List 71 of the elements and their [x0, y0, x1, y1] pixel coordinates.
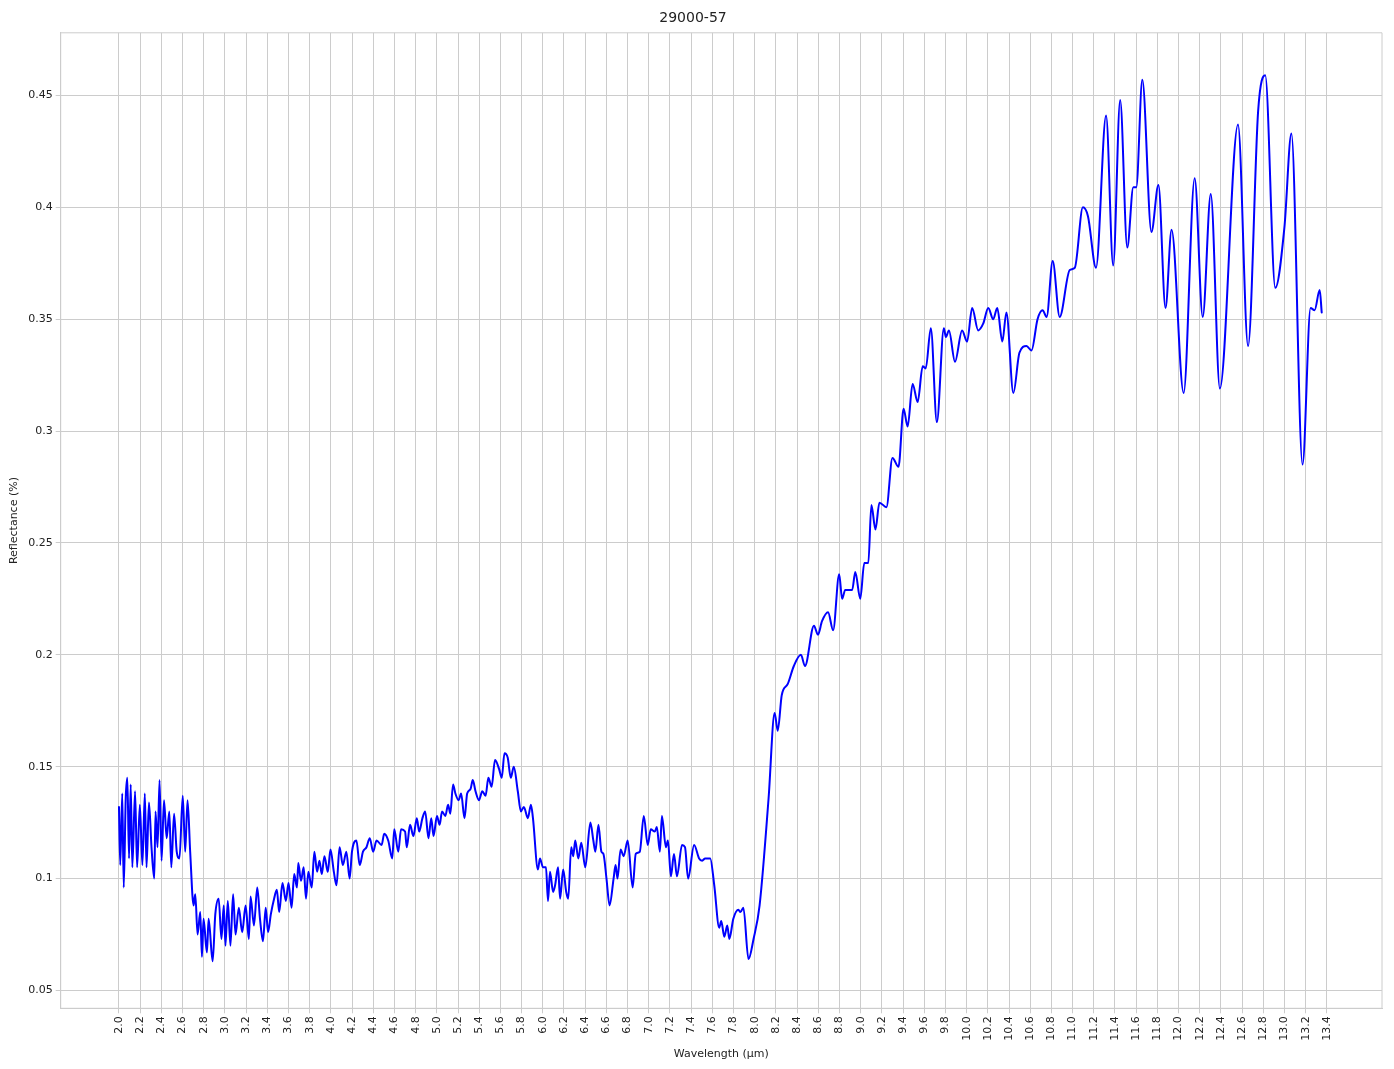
x-tick-label: 7.2 [662, 1016, 676, 1034]
x-tick-label: 6.6 [599, 1016, 613, 1034]
y-axis-title: Reflectance (%) [7, 477, 21, 565]
x-tick-label: 9.6 [917, 1016, 931, 1034]
x-tick-label: 11.2 [1086, 1016, 1100, 1041]
x-tick-label: 7.4 [684, 1016, 698, 1034]
x-tick-label: 2.2 [133, 1016, 147, 1034]
x-tick-label: 4.4 [366, 1016, 380, 1034]
x-tick-label: 11.8 [1150, 1016, 1164, 1041]
x-tick-label: 13.0 [1277, 1016, 1291, 1041]
x-tick-label: 6.8 [620, 1016, 634, 1034]
x-tick-label: 7.6 [705, 1016, 719, 1034]
y-tick-label: 0.3 [35, 423, 53, 437]
y-tick-label: 0.45 [28, 88, 53, 102]
x-tick-label: 11.4 [1107, 1016, 1121, 1041]
x-tick-label: 13.4 [1319, 1016, 1333, 1041]
x-tick-label: 4.0 [323, 1016, 337, 1034]
x-tick-label: 3.0 [217, 1016, 231, 1034]
y-tick-label: 0.15 [28, 759, 53, 773]
x-tick-label: 8.2 [768, 1016, 782, 1034]
x-tick-label: 10.2 [980, 1016, 994, 1041]
x-tick-label: 12.2 [1192, 1016, 1206, 1041]
x-tick-label: 2.8 [196, 1016, 210, 1034]
y-tick-label: 0.4 [35, 200, 53, 214]
x-tick-label: 5.8 [514, 1016, 528, 1034]
y-tick-label: 0.35 [28, 312, 53, 326]
x-tick-label: 11.0 [1065, 1016, 1079, 1041]
x-tick-label: 6.4 [578, 1016, 592, 1034]
x-tick-label: 12.4 [1213, 1016, 1227, 1041]
x-tick-label: 8.6 [811, 1016, 825, 1034]
x-tick-label: 12.0 [1171, 1016, 1185, 1041]
x-tick-label: 3.8 [302, 1016, 316, 1034]
x-tick-label: 7.8 [726, 1016, 740, 1034]
x-tick-label: 9.0 [853, 1016, 867, 1034]
y-tick-label: 0.05 [28, 983, 53, 997]
x-tick-label: 8.0 [747, 1016, 761, 1034]
y-tick-label: 0.25 [28, 535, 53, 549]
x-tick-label: 10.8 [1044, 1016, 1058, 1041]
chart-title: 29000-57 [659, 9, 727, 26]
x-axis-title: Wavelength (µm) [673, 1047, 769, 1061]
x-tick-label: 5.6 [493, 1016, 507, 1034]
x-tick-label: 3.6 [281, 1016, 295, 1034]
y-tick-label: 0.1 [35, 871, 53, 885]
x-tick-label: 2.0 [111, 1016, 125, 1034]
x-tick-label: 5.4 [472, 1016, 486, 1034]
x-tick-label: 4.8 [408, 1016, 422, 1034]
x-tick-label: 12.8 [1256, 1016, 1270, 1041]
x-tick-label: 8.8 [832, 1016, 846, 1034]
x-tick-label: 6.2 [556, 1016, 570, 1034]
x-tick-label: 8.4 [789, 1016, 803, 1034]
line-series [117, 74, 1323, 963]
x-tick-label: 13.2 [1298, 1016, 1312, 1041]
x-tick-label: 2.6 [175, 1016, 189, 1034]
x-tick-label: 10.4 [1001, 1016, 1015, 1041]
x-tick-label: 4.6 [387, 1016, 401, 1034]
x-tick-label: 5.2 [450, 1016, 464, 1034]
x-tick-label: 3.4 [260, 1016, 274, 1034]
x-tick-label: 7.0 [641, 1016, 655, 1034]
x-tick-label: 12.6 [1234, 1016, 1248, 1041]
y-tick-label: 0.2 [35, 647, 53, 661]
x-tick-label: 4.2 [344, 1016, 358, 1034]
x-tick-label: 9.8 [938, 1016, 952, 1034]
x-tick-label: 9.4 [895, 1016, 909, 1034]
x-tick-label: 9.2 [874, 1016, 888, 1034]
x-tick-label: 10.0 [959, 1016, 973, 1041]
x-tick-label: 5.0 [429, 1016, 443, 1034]
x-tick-label: 3.2 [238, 1016, 252, 1034]
x-tick-label: 2.4 [154, 1016, 168, 1034]
x-tick-label: 10.6 [1023, 1016, 1037, 1041]
x-tick-label: 11.6 [1129, 1016, 1143, 1041]
x-tick-label: 6.0 [535, 1016, 549, 1034]
